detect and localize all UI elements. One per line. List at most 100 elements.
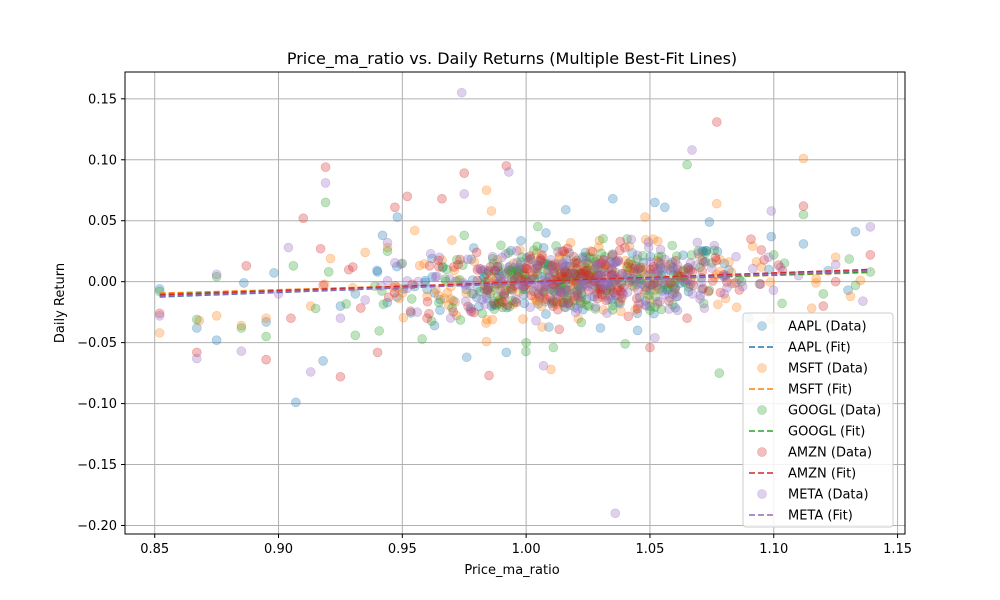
data-point — [597, 268, 607, 279]
data-point — [442, 288, 453, 298]
data-point — [578, 304, 588, 315]
data-point — [531, 248, 542, 258]
data-point — [670, 282, 681, 293]
data-point — [427, 253, 437, 264]
data-point — [699, 257, 709, 268]
data-point — [529, 263, 540, 274]
legend-marker-amzn-data — [757, 447, 767, 457]
data-point — [711, 255, 722, 266]
data-point — [759, 255, 769, 265]
data-point — [382, 246, 393, 256]
data-point — [620, 269, 630, 280]
data-point — [269, 268, 279, 278]
data-point — [558, 298, 569, 308]
data-point — [592, 259, 603, 270]
data-point — [479, 271, 489, 282]
y-tick-label: 0.10 — [88, 153, 117, 168]
data-point — [532, 270, 543, 280]
data-point — [341, 299, 352, 309]
data-point — [603, 294, 614, 305]
data-point — [650, 197, 660, 208]
data-point — [505, 261, 515, 272]
data-point — [607, 264, 617, 275]
data-point — [549, 286, 560, 297]
data-point — [432, 271, 442, 282]
data-point — [414, 260, 425, 271]
data-point — [521, 263, 532, 274]
data-point — [439, 293, 450, 304]
data-point — [378, 299, 389, 310]
data-point — [497, 286, 508, 297]
data-point — [632, 308, 643, 319]
data-point — [335, 313, 346, 324]
data-point — [504, 167, 514, 177]
data-point — [563, 298, 574, 308]
data-point — [645, 301, 655, 311]
data-point — [669, 287, 679, 298]
data-point — [845, 291, 856, 302]
data-point — [521, 346, 531, 357]
data-point — [557, 297, 567, 308]
data-point — [511, 297, 522, 308]
data-point — [601, 285, 612, 295]
data-point — [855, 275, 866, 286]
series-googl-points — [154, 159, 876, 378]
data-point — [537, 250, 547, 261]
data-point — [390, 202, 400, 213]
data-point — [607, 251, 617, 261]
plot-frame — [124, 71, 906, 535]
data-point — [811, 274, 821, 284]
data-point — [350, 289, 361, 299]
data-point — [644, 290, 654, 300]
data-point — [614, 290, 625, 300]
data-point — [515, 260, 525, 270]
data-point — [712, 117, 722, 127]
data-point — [461, 288, 471, 299]
data-point — [548, 301, 558, 312]
data-point — [731, 277, 741, 287]
data-point — [542, 265, 553, 275]
data-point — [520, 271, 530, 281]
data-point — [546, 364, 556, 375]
data-point — [554, 252, 565, 262]
data-point — [645, 251, 656, 262]
data-point — [236, 323, 247, 333]
data-point — [426, 316, 437, 326]
data-point — [558, 289, 569, 300]
y-tick-label: −0.15 — [77, 458, 117, 473]
data-point — [669, 284, 680, 294]
data-point — [441, 276, 451, 287]
data-point — [551, 290, 561, 301]
data-point — [657, 277, 667, 287]
data-point — [422, 291, 432, 302]
data-point — [538, 243, 549, 253]
data-point — [858, 296, 868, 306]
data-point — [496, 295, 507, 305]
data-point — [542, 258, 553, 269]
data-point — [764, 264, 774, 275]
data-point — [535, 256, 545, 266]
data-point — [445, 274, 455, 284]
data-point — [600, 260, 611, 270]
data-point — [664, 263, 674, 274]
data-point — [687, 145, 697, 155]
data-point — [528, 269, 539, 279]
data-point — [818, 289, 829, 299]
data-point — [502, 268, 513, 278]
legend-label: AMZN (Data) — [788, 446, 872, 461]
data-point — [507, 295, 517, 306]
data-point — [500, 285, 510, 296]
data-point — [830, 276, 841, 287]
data-point — [643, 242, 654, 253]
data-point — [592, 254, 603, 265]
data-point — [483, 265, 494, 276]
data-point — [394, 293, 405, 304]
data-point — [459, 189, 470, 199]
data-point — [620, 339, 630, 349]
data-point — [406, 308, 416, 318]
legend-label: AAPL (Fit) — [788, 341, 851, 356]
data-point — [582, 265, 593, 275]
y-axis-ticks: 0.15 0.10 0.05 0.00 −0.05 −0.10 −0.15 −0.20 — [77, 92, 125, 534]
data-point — [693, 246, 703, 256]
data-point — [620, 255, 631, 266]
